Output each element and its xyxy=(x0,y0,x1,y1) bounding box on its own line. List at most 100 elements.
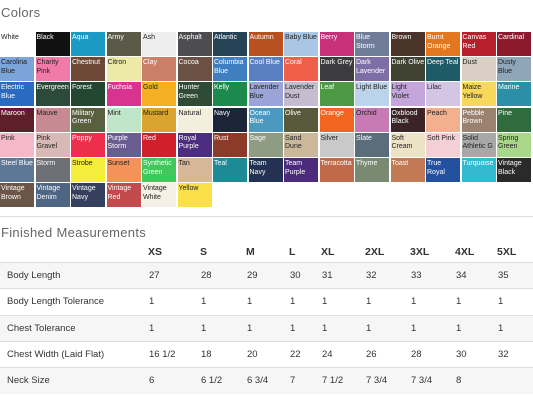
cell-value: 1 xyxy=(201,322,207,334)
color-swatch[interactable]: Columbia Blue xyxy=(213,57,247,82)
color-swatch[interactable]: Cool Blue xyxy=(248,57,283,82)
color-swatch[interactable]: Electric Blue xyxy=(0,82,34,107)
color-swatch[interactable]: Cocoa xyxy=(177,57,212,82)
color-swatch[interactable]: Pine xyxy=(497,107,531,132)
cell-value: 1 xyxy=(411,296,417,308)
color-swatch[interactable]: Oxblood Black xyxy=(390,107,425,132)
color-swatch[interactable]: Leaf xyxy=(319,82,354,107)
color-swatch[interactable]: Vintage White xyxy=(142,183,176,208)
color-swatch[interactable]: Spring Green xyxy=(497,132,531,157)
color-swatch[interactable]: Dark Lavender xyxy=(355,57,389,82)
color-swatch[interactable]: Chestnut xyxy=(71,57,105,82)
color-swatch[interactable]: Orange xyxy=(319,107,354,132)
color-swatch[interactable]: Red xyxy=(142,132,176,157)
color-swatch[interactable]: Steel Blue xyxy=(0,158,34,182)
color-swatch[interactable]: Brown xyxy=(390,32,425,56)
color-swatch[interactable]: Marine xyxy=(497,82,531,107)
color-swatch[interactable]: Toast xyxy=(390,158,425,182)
color-swatch[interactable]: Baby Blue xyxy=(284,32,318,56)
color-swatch[interactable]: Deep Teal xyxy=(426,57,460,82)
color-swatch[interactable]: Ocean Blue xyxy=(248,107,283,132)
color-swatch[interactable]: Lavender Dust xyxy=(284,82,318,107)
color-swatch[interactable]: Sage xyxy=(248,132,283,157)
color-swatch[interactable]: Charity Pink xyxy=(35,57,70,82)
color-swatch[interactable]: Synthetic Green xyxy=(142,158,176,182)
color-swatch[interactable]: Soft Cream xyxy=(390,132,425,157)
color-swatch[interactable]: Coral xyxy=(284,57,318,82)
color-swatch[interactable]: Peach xyxy=(426,107,460,132)
color-swatch[interactable]: Thyme xyxy=(355,158,389,182)
color-swatch[interactable]: Military Green xyxy=(71,107,105,132)
color-swatch[interactable]: Carolina Blue xyxy=(0,57,34,82)
color-swatch[interactable]: Vintage Red xyxy=(106,183,141,208)
color-swatch[interactable]: Hunter Green xyxy=(177,82,212,107)
color-swatch[interactable]: Gold xyxy=(142,82,176,107)
color-swatch[interactable]: Vintage Black xyxy=(497,158,531,182)
color-swatch[interactable]: Clay xyxy=(142,57,176,82)
color-swatch[interactable]: Terracotta xyxy=(319,158,354,182)
color-swatch[interactable]: Army xyxy=(106,32,141,56)
color-swatch[interactable]: Sunset xyxy=(106,158,141,182)
color-swatch[interactable]: Lavender Blue xyxy=(248,82,283,107)
color-swatch[interactable]: Navy xyxy=(213,107,247,132)
color-swatch[interactable]: Soft Pink xyxy=(426,132,460,157)
color-swatch[interactable]: Maroon xyxy=(0,107,34,132)
color-swatch[interactable]: Teal xyxy=(213,158,247,182)
color-swatch[interactable]: Team Purple xyxy=(284,158,318,182)
color-swatch[interactable]: Strobe xyxy=(71,158,105,182)
color-swatch[interactable]: Solid Athletic G xyxy=(461,132,496,157)
color-swatch[interactable]: Orchid xyxy=(355,107,389,132)
color-swatch[interactable]: Pink Gravel xyxy=(35,132,70,157)
color-swatch[interactable]: Silver xyxy=(319,132,354,157)
color-swatch[interactable]: Berry xyxy=(319,32,354,56)
color-swatch[interactable]: Dust xyxy=(461,57,496,82)
color-swatch[interactable]: Storm xyxy=(35,158,70,182)
color-swatch[interactable]: Rust xyxy=(213,132,247,157)
color-swatch[interactable]: Citron xyxy=(106,57,141,82)
color-swatch[interactable]: Royal Purple xyxy=(177,132,212,157)
color-swatch[interactable]: Burnt Orange xyxy=(426,32,460,56)
cell-value: 30 xyxy=(290,270,301,281)
color-swatch[interactable]: Canvas Red xyxy=(461,32,496,56)
color-swatch[interactable]: Yellow xyxy=(177,183,212,208)
color-swatch[interactable]: Poppy xyxy=(71,132,105,157)
color-swatch[interactable]: Light Blue xyxy=(355,82,389,107)
color-swatch[interactable]: True Royal xyxy=(426,158,460,182)
color-swatch[interactable]: Kelly xyxy=(213,82,247,107)
color-swatch[interactable]: Mint xyxy=(106,107,141,132)
color-swatch[interactable]: Team Navy xyxy=(248,158,283,182)
color-swatch[interactable]: Asphalt xyxy=(177,32,212,56)
swatch-label: Deep Teal xyxy=(427,59,459,67)
color-swatch[interactable]: Blue Storm xyxy=(355,32,389,56)
color-swatch[interactable]: Vintage Navy xyxy=(71,183,105,208)
color-swatch[interactable]: White xyxy=(0,32,34,56)
color-swatch[interactable]: Black xyxy=(35,32,70,56)
color-swatch[interactable]: Autumn xyxy=(248,32,283,56)
color-swatch[interactable]: Olive xyxy=(284,107,318,132)
color-swatch[interactable]: Purple Storm xyxy=(106,132,141,157)
color-swatch[interactable]: Fuchsia xyxy=(106,82,141,107)
color-swatch[interactable]: Vintage Brown xyxy=(0,183,34,208)
color-swatch[interactable]: Light Violet xyxy=(390,82,425,107)
color-swatch[interactable]: Turquoise xyxy=(461,158,496,182)
color-swatch[interactable]: Sand Dune xyxy=(284,132,318,157)
color-swatch[interactable]: Natural xyxy=(177,107,212,132)
color-swatch[interactable]: Dark Olive xyxy=(390,57,425,82)
color-swatch[interactable]: Cardinal xyxy=(497,32,531,56)
color-swatch[interactable]: Tan xyxy=(177,158,212,182)
color-swatch[interactable]: Evergreen xyxy=(35,82,70,107)
color-swatch[interactable]: Aqua xyxy=(71,32,105,56)
color-swatch[interactable]: Mustard xyxy=(142,107,176,132)
color-swatch[interactable]: Pink xyxy=(0,132,34,157)
color-swatch[interactable]: Forest xyxy=(71,82,105,107)
color-swatch[interactable]: Ash xyxy=(142,32,176,56)
color-swatch[interactable]: Pebble Brown xyxy=(461,107,496,132)
color-swatch[interactable]: Vintage Denim xyxy=(35,183,70,208)
color-swatch[interactable]: Mauve xyxy=(35,107,70,132)
color-swatch[interactable]: Maize Yellow xyxy=(461,82,496,107)
color-swatch[interactable]: Atlantic xyxy=(213,32,247,56)
color-swatch[interactable]: Lilac xyxy=(426,82,460,107)
color-swatch[interactable]: Dusty Blue xyxy=(497,57,531,82)
color-swatch[interactable]: Dark Grey xyxy=(319,57,354,82)
color-swatch[interactable]: Slate xyxy=(355,132,389,157)
